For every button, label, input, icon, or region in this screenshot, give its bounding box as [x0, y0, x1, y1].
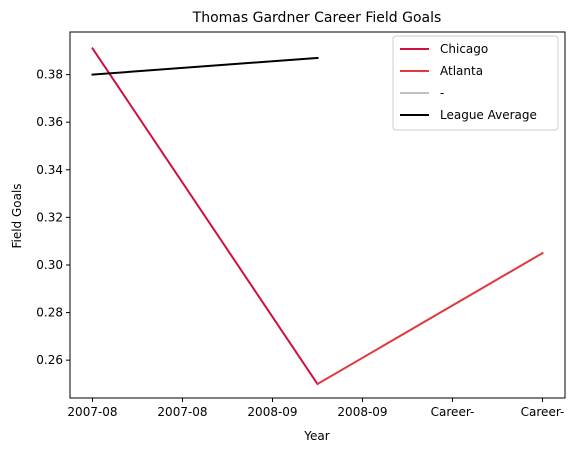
legend-label: - — [440, 86, 444, 100]
x-tick-label: 2008-09 — [247, 405, 297, 419]
series-line-3 — [91, 56, 319, 76]
y-tick-label: 0.28 — [36, 306, 63, 320]
series-line-1 — [316, 251, 544, 386]
y-tick-label: 0.30 — [36, 258, 63, 272]
y-tick-label: 0.38 — [36, 68, 63, 82]
legend-label: League Average — [440, 108, 537, 122]
legend-label: Chicago — [440, 42, 488, 56]
axes-layer: 2007-08 2007-08 2008-09 2008-09 Career- Caree… — [36, 31, 566, 419]
x-tick-label: 2007-08 — [157, 405, 207, 419]
x-tick-label: Career- — [521, 405, 565, 419]
x-axis-label: Year — [303, 429, 329, 443]
chart-title: Thomas Gardner Career Field Goals — [192, 10, 442, 26]
series-layer — [91, 47, 544, 386]
plot-frame — [69, 31, 566, 399]
legend-label: Atlanta — [440, 64, 483, 78]
y-tick-label: 0.32 — [36, 210, 63, 224]
x-tick-label: 2008-09 — [337, 405, 387, 419]
y-tick-label: 0.26 — [36, 353, 63, 367]
y-tick-label: 0.36 — [36, 115, 63, 129]
y-tick-label: 0.34 — [36, 163, 63, 177]
y-axis-label: Field Goals — [10, 183, 24, 248]
legend-box — [392, 35, 559, 131]
legend: Chicago Atlanta - League Average — [392, 35, 559, 131]
x-tick-label: 2007-08 — [67, 405, 117, 419]
x-tick-label: Career- — [431, 405, 475, 419]
series-line-0 — [91, 47, 319, 386]
